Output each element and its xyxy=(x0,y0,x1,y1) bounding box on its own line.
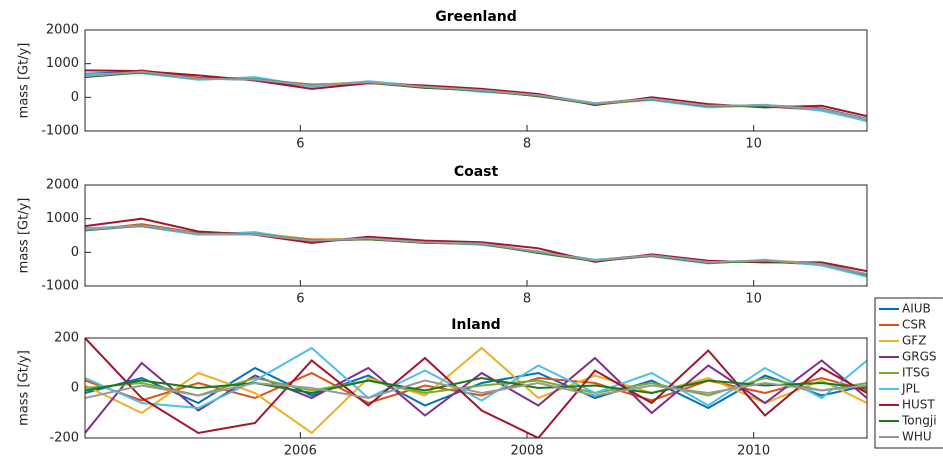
series-line xyxy=(85,338,867,438)
x-tick-label: 2006 xyxy=(284,444,317,459)
axes-box xyxy=(84,184,868,287)
chart-title: Greenland xyxy=(435,9,517,25)
x-tick-label: 6 xyxy=(296,137,304,152)
y-tick-label: 200 xyxy=(54,331,79,346)
y-tick-label: -1000 xyxy=(41,279,79,294)
y-tick-label: 1000 xyxy=(46,56,79,71)
series-line xyxy=(85,224,867,276)
x-tick-label: 10 xyxy=(745,137,762,152)
y-tick-label: 0 xyxy=(71,381,79,396)
y-tick-label: 0 xyxy=(71,90,79,105)
legend-label: AIUB xyxy=(902,302,931,316)
x-tick-label: 2008 xyxy=(510,444,543,459)
x-tick-label: 8 xyxy=(523,137,531,152)
legend-label: WHU xyxy=(902,430,932,444)
chart-title: Inland xyxy=(451,317,500,333)
legend-label: Tongji xyxy=(901,414,937,428)
x-tick-label: 8 xyxy=(523,292,531,307)
y-tick-label: -200 xyxy=(49,431,79,446)
series-line xyxy=(85,70,867,121)
x-tick-label: 2010 xyxy=(737,444,770,459)
y-axis-label: mass [Gt/y] xyxy=(17,198,32,274)
axes-box xyxy=(84,29,868,132)
y-tick-label: 2000 xyxy=(46,178,79,193)
y-tick-label: 1000 xyxy=(46,211,79,226)
series-line xyxy=(85,72,867,122)
y-tick-label: 0 xyxy=(71,245,79,260)
legend-label: GFZ xyxy=(902,334,926,348)
x-tick-label: 6 xyxy=(296,292,304,307)
series-line xyxy=(85,379,867,400)
legend-label: JPL xyxy=(901,382,920,396)
y-axis-label: mass [Gt/y] xyxy=(17,350,32,426)
y-tick-label: -1000 xyxy=(41,124,79,139)
axes-box xyxy=(84,337,868,439)
chart-title: Coast xyxy=(454,164,499,180)
x-tick-label: 10 xyxy=(745,292,762,307)
legend-label: GRGS xyxy=(902,350,937,364)
series-line xyxy=(85,371,867,405)
y-axis-label: mass [Gt/y] xyxy=(17,43,32,119)
legend-label: ITSG xyxy=(902,366,930,380)
series-line xyxy=(85,376,867,395)
legend-label: HUST xyxy=(902,398,935,412)
series-line xyxy=(85,346,867,410)
y-tick-label: 2000 xyxy=(46,23,79,38)
legend-label: CSR xyxy=(902,318,926,332)
